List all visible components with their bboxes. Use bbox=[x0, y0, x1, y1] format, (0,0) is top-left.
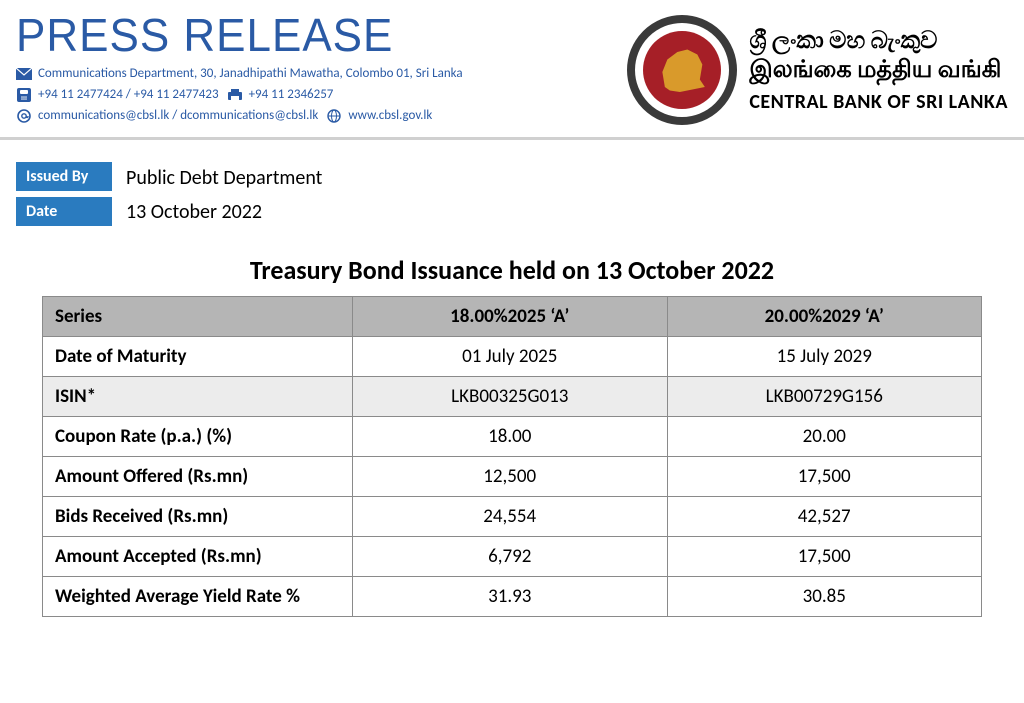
table-body: Date of Maturity01 July 202515 July 2029… bbox=[43, 337, 982, 617]
cbsl-logo bbox=[627, 15, 737, 125]
row-col2: 30.85 bbox=[667, 577, 982, 617]
bank-name-sinhala: ශ්‍රී ලංකා මහ බැංකුව bbox=[749, 26, 1008, 55]
row-col2: 17,500 bbox=[667, 537, 982, 577]
globe-icon bbox=[326, 109, 342, 123]
table-row: Bids Received (Rs.mn)24,55442,527 bbox=[43, 497, 982, 537]
row-label: Amount Offered (Rs.mn) bbox=[43, 457, 353, 497]
col-bond-b: 20.00%2029 ‘A’ bbox=[667, 297, 982, 337]
row-col2: LKB00729G156 bbox=[667, 377, 982, 417]
table-row: Amount Accepted (Rs.mn)6,79217,500 bbox=[43, 537, 982, 577]
row-label: ISIN* bbox=[43, 377, 353, 417]
header-right: ශ්‍රී ලංකා මහ බැංකුව இலங்கை மத்திய வங்கி… bbox=[627, 10, 1008, 129]
row-label: Date of Maturity bbox=[43, 337, 353, 377]
table-row: ISIN*LKB00325G013LKB00729G156 bbox=[43, 377, 982, 417]
contact-address: Communications Department, 30, Janadhipa… bbox=[16, 66, 627, 81]
row-col1: 01 July 2025 bbox=[353, 337, 668, 377]
row-label: Bids Received (Rs.mn) bbox=[43, 497, 353, 537]
header-left: PRESS RELEASE Communications Department,… bbox=[16, 10, 627, 129]
document-header: PRESS RELEASE Communications Department,… bbox=[0, 0, 1024, 140]
table-row: Coupon Rate (p.a.) (%)18.0020.00 bbox=[43, 417, 982, 457]
row-col2: 17,500 bbox=[667, 457, 982, 497]
bank-name-english: CENTRAL BANK OF SRI LANKA bbox=[749, 90, 1008, 114]
website-text: www.cbsl.gov.lk bbox=[348, 108, 432, 123]
bank-names: ශ්‍රී ලංකා මහ බැංකුව இலங்கை மத்திய வங்கி… bbox=[749, 26, 1008, 114]
row-label: Weighted Average Yield Rate % bbox=[43, 577, 353, 617]
date-label: Date bbox=[16, 197, 112, 226]
table-header-row: Series 18.00%2025 ‘A’ 20.00%2029 ‘A’ bbox=[43, 297, 982, 337]
issued-by-label: Issued By bbox=[16, 162, 112, 191]
row-col2: 42,527 bbox=[667, 497, 982, 537]
row-col1: 18.00 bbox=[353, 417, 668, 457]
table-row: Date of Maturity01 July 202515 July 2029 bbox=[43, 337, 982, 377]
row-col1: 6,792 bbox=[353, 537, 668, 577]
table-row: Amount Offered (Rs.mn)12,50017,500 bbox=[43, 457, 982, 497]
press-release-title: PRESS RELEASE bbox=[16, 10, 627, 62]
contact-phones: +94 11 2477424 / +94 11 2477423 +94 11 2… bbox=[16, 87, 627, 102]
row-label: Coupon Rate (p.a.) (%) bbox=[43, 417, 353, 457]
fax-icon bbox=[227, 88, 243, 102]
row-col1: 31.93 bbox=[353, 577, 668, 617]
address-text: Communications Department, 30, Janadhipa… bbox=[38, 66, 463, 81]
table-row: Weighted Average Yield Rate %31.9330.85 bbox=[43, 577, 982, 617]
phone2-text: +94 11 2346257 bbox=[249, 87, 334, 102]
row-label: Amount Accepted (Rs.mn) bbox=[43, 537, 353, 577]
email-text: communications@cbsl.lk / dcommunications… bbox=[38, 108, 318, 123]
date-value: 13 October 2022 bbox=[126, 198, 322, 226]
row-col2: 15 July 2029 bbox=[667, 337, 982, 377]
row-col1: LKB00325G013 bbox=[353, 377, 668, 417]
document-title: Treasury Bond Issuance held on 13 Octobe… bbox=[0, 254, 1024, 286]
contact-web: communications@cbsl.lk / dcommunications… bbox=[16, 108, 627, 123]
col-bond-a: 18.00%2025 ‘A’ bbox=[353, 297, 668, 337]
at-icon bbox=[16, 109, 32, 123]
col-series: Series bbox=[43, 297, 353, 337]
issued-section: Issued By Date Public Debt Department 13… bbox=[0, 140, 1024, 226]
phone1-text: +94 11 2477424 / +94 11 2477423 bbox=[38, 87, 219, 102]
bank-name-tamil: இலங்கை மத்திய வங்கி bbox=[749, 55, 1008, 86]
mail-icon bbox=[16, 67, 32, 81]
issued-labels: Issued By Date bbox=[16, 162, 112, 226]
row-col2: 20.00 bbox=[667, 417, 982, 457]
row-col1: 12,500 bbox=[353, 457, 668, 497]
bond-table: Series 18.00%2025 ‘A’ 20.00%2029 ‘A’ Dat… bbox=[42, 296, 982, 617]
issued-by-value: Public Debt Department bbox=[126, 164, 322, 192]
row-col1: 24,554 bbox=[353, 497, 668, 537]
phone-icon bbox=[16, 88, 32, 102]
issued-values: Public Debt Department 13 October 2022 bbox=[126, 162, 322, 226]
